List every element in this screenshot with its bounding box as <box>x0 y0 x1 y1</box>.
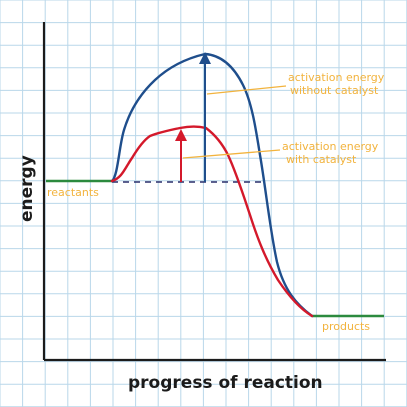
uncatalyzed-arrowhead <box>199 52 211 64</box>
products-label: products <box>322 320 370 333</box>
reactants-label: reactants <box>47 186 99 199</box>
uncatalyzed-annotation-line1: activation energy <box>288 71 385 84</box>
catalyzed-annotation-leader <box>182 149 281 159</box>
uncatalyzed-annotation-line2: without catalyst <box>290 84 379 97</box>
catalyzed-annotation-line1: activation energy <box>282 140 379 153</box>
x-axis-title: progress of reaction <box>128 373 323 393</box>
catalyzed-arrowhead <box>175 129 187 141</box>
catalyzed-annotation-line2: with catalyst <box>286 153 357 166</box>
y-axis-title: energy <box>17 155 37 222</box>
uncatalyzed-annotation-leader <box>206 85 287 95</box>
uncatalyzed-curve <box>110 52 314 318</box>
catalyzed-curve <box>110 125 314 318</box>
